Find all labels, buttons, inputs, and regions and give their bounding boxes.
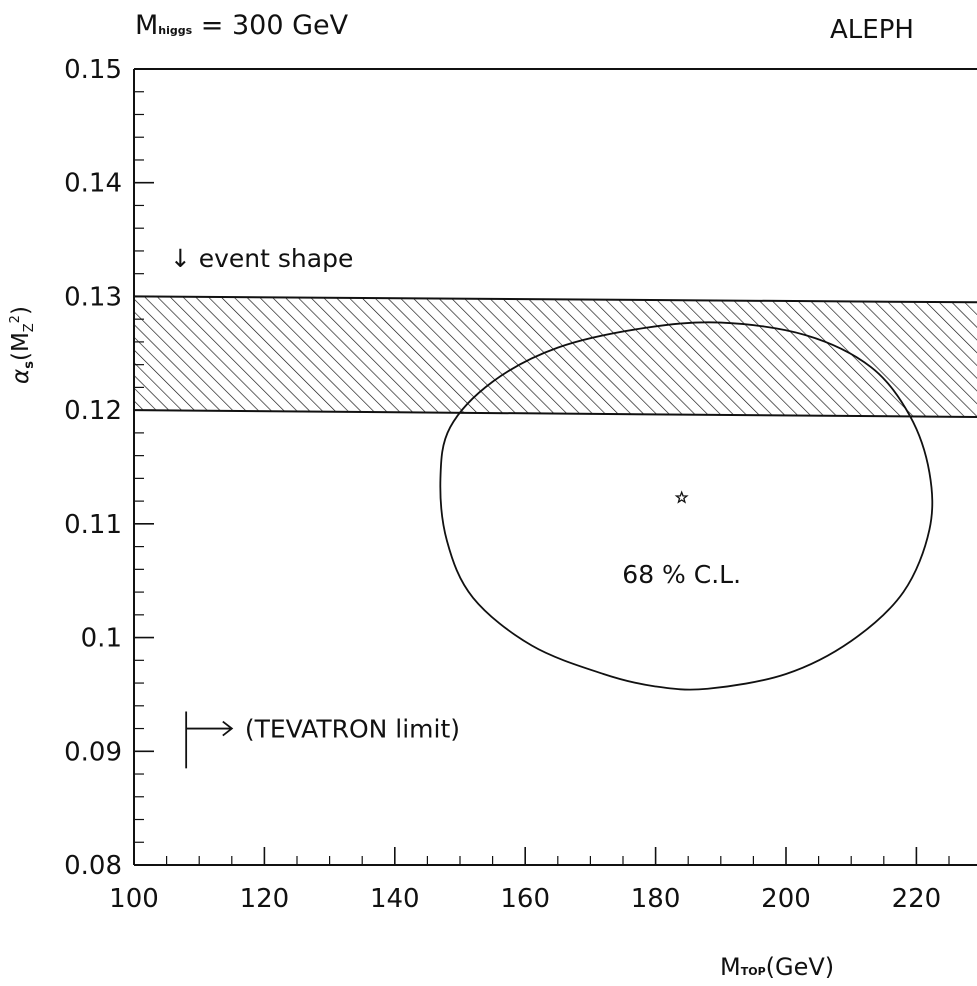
y-tick-label: 0.11	[64, 510, 122, 540]
event-shape-label: ↓ event shape	[170, 244, 353, 273]
y-tick-label: 0.08	[64, 851, 122, 881]
band-lower-edge	[134, 409, 977, 419]
best-fit-star	[674, 490, 689, 504]
y-tick-label: 0.14	[64, 169, 122, 199]
x-axis-title-main: M	[720, 953, 741, 981]
x-tick-label: 140	[370, 884, 420, 914]
y-axis-title-alpha: α	[8, 369, 34, 384]
y-axis-title-paren: (M	[8, 332, 34, 361]
x-tick-label: 160	[500, 884, 550, 914]
higgs-mass-value: = 300 GeV	[192, 10, 349, 41]
y-tick-label: 0.12	[64, 396, 122, 426]
experiment-label: ALEPH	[830, 15, 914, 45]
x-tick-label: 100	[109, 884, 159, 914]
x-axis-title-subscript: TOP	[741, 965, 766, 978]
y-tick-label: 0.09	[64, 737, 122, 767]
y-axis-title-sub2: Z	[22, 323, 37, 332]
contour-label: 68 % C.L.	[622, 560, 741, 589]
y-axis-title-sup: 2	[8, 315, 23, 323]
tevatron-label: (TEVATRON limit)	[245, 715, 460, 744]
confidence-contour	[439, 321, 934, 691]
y-axis-title: αs(MZ2)	[8, 306, 37, 384]
y-tick-label: 0.1	[81, 624, 122, 654]
higgs-mass-subscript: higgs	[158, 24, 193, 37]
higgs-mass-label: Mhiggs = 300 GeV	[135, 10, 348, 41]
y-axis-title-subscript: s	[22, 361, 37, 369]
y-axis-title-close: )	[8, 306, 34, 315]
y-tick-label: 0.13	[64, 282, 122, 312]
y-tick-label: 0.15	[64, 55, 122, 85]
higgs-mass-symbol: M	[135, 10, 159, 41]
x-axis-title-unit: (GeV)	[766, 953, 835, 981]
band-upper-edge	[134, 295, 977, 304]
event-shape-band	[134, 296, 977, 418]
x-axis-title: MTOP(GeV)	[720, 953, 834, 981]
tevatron-arrow-head	[222, 720, 234, 737]
x-tick-label: 220	[892, 884, 942, 914]
x-tick-label: 120	[240, 884, 290, 914]
x-tick-label: 180	[631, 884, 681, 914]
x-tick-label: 200	[761, 884, 811, 914]
